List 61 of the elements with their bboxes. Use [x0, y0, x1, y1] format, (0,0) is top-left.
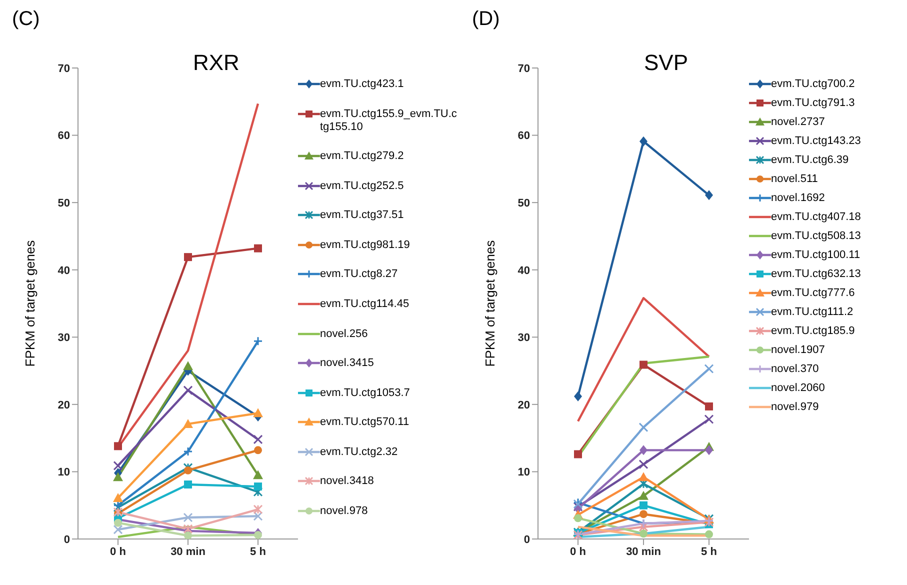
legend-label: evm.TU.ctg111.2	[771, 306, 854, 319]
legend-label: evm.TU.ctg508.13	[771, 230, 861, 243]
y-tick-label: 70	[518, 62, 530, 75]
legend-label: novel.3415	[320, 357, 374, 370]
legend-label: evm.TU.ctg423.1	[320, 78, 404, 91]
legend-label: evm.TU.ctg632.13	[771, 268, 861, 281]
legend-label: novel.2737	[771, 116, 825, 129]
x-tick-label: 5 h	[701, 546, 718, 558]
legend-label: evm.TU.ctg1053.7	[320, 386, 410, 400]
y-tick-label: 10	[58, 466, 70, 479]
y-axis-title: FPKM of target genes	[482, 240, 498, 367]
legend-label: novel.1692	[771, 192, 825, 205]
legend-label: evm.TU.ctg6.39	[771, 154, 849, 167]
y-tick-label: 10	[518, 466, 530, 479]
y-tick-label: 0	[524, 534, 530, 546]
y-tick-label: 0	[64, 534, 70, 546]
legend-label: evm.TU.ctg279.2	[320, 150, 404, 164]
legend-label: novel.256	[320, 328, 368, 340]
y-tick-label: 60	[58, 130, 70, 142]
x-tick-label: 0 h	[570, 546, 586, 558]
y-tick-label: 20	[58, 399, 70, 412]
chart-title: SVP	[644, 50, 688, 76]
legend-label: novel.2060	[771, 382, 825, 395]
legend-label: evm.TU.ctg570.11	[320, 416, 410, 430]
legend-label: evm.TU.ctg37.51	[320, 209, 404, 222]
legend-label: evm.TU.ctg252.5	[320, 180, 404, 193]
legend-label: evm.TU.ctg114.45	[320, 298, 410, 311]
legend-label: novel.3418	[320, 475, 374, 488]
legend-label: novel.1907	[771, 344, 825, 357]
legend-label: evm.TU.ctg777.6	[771, 287, 855, 300]
legend-label: novel.370	[771, 363, 819, 376]
y-tick-label: 70	[58, 62, 70, 75]
x-tick-label: 30 min	[170, 546, 206, 558]
legend-label: evm.TU.ctg143.23	[771, 135, 861, 148]
y-tick-label: 50	[58, 197, 70, 210]
legend-label: novel.511	[771, 173, 818, 186]
chart-title: RXR	[193, 50, 240, 76]
y-axis-title: FPKM of target genes	[22, 240, 38, 367]
legend-label: evm.TU.ctg8.27	[320, 268, 398, 282]
legend-label: evm.TU.ctg185.9	[771, 325, 855, 338]
y-tick-label: 20	[518, 399, 530, 412]
legend-label: evm.TU.ctg981.19	[320, 238, 410, 252]
legend-label: evm.TU.ctg407.18	[771, 211, 861, 224]
legend-label: evm.TU.ctg2.32	[320, 446, 398, 459]
legend-label: novel.979	[771, 401, 819, 414]
text: (C)	[12, 8, 40, 31]
legend-label: evm.TU.ctg791.3	[771, 97, 855, 110]
y-tick-label: 50	[518, 197, 530, 210]
y-tick-label: 30	[58, 332, 70, 344]
x-tick-label: 5 h	[250, 546, 266, 558]
legend-label: evm.TU.ctg155.9_evm.TU.ctg155.10	[320, 108, 458, 134]
x-tick-label: 30 min	[626, 546, 662, 558]
legend-label: evm.TU.ctg700.2	[771, 78, 855, 91]
y-tick-label: 60	[518, 130, 530, 142]
legend-label: evm.TU.ctg100.11	[771, 249, 860, 262]
text: (D)	[472, 8, 500, 31]
y-tick-label: 40	[518, 264, 530, 277]
y-tick-label: 30	[518, 332, 530, 344]
y-tick-label: 40	[58, 264, 70, 277]
x-tick-label: 0 h	[110, 546, 126, 558]
legend-label: novel.978	[320, 504, 368, 518]
